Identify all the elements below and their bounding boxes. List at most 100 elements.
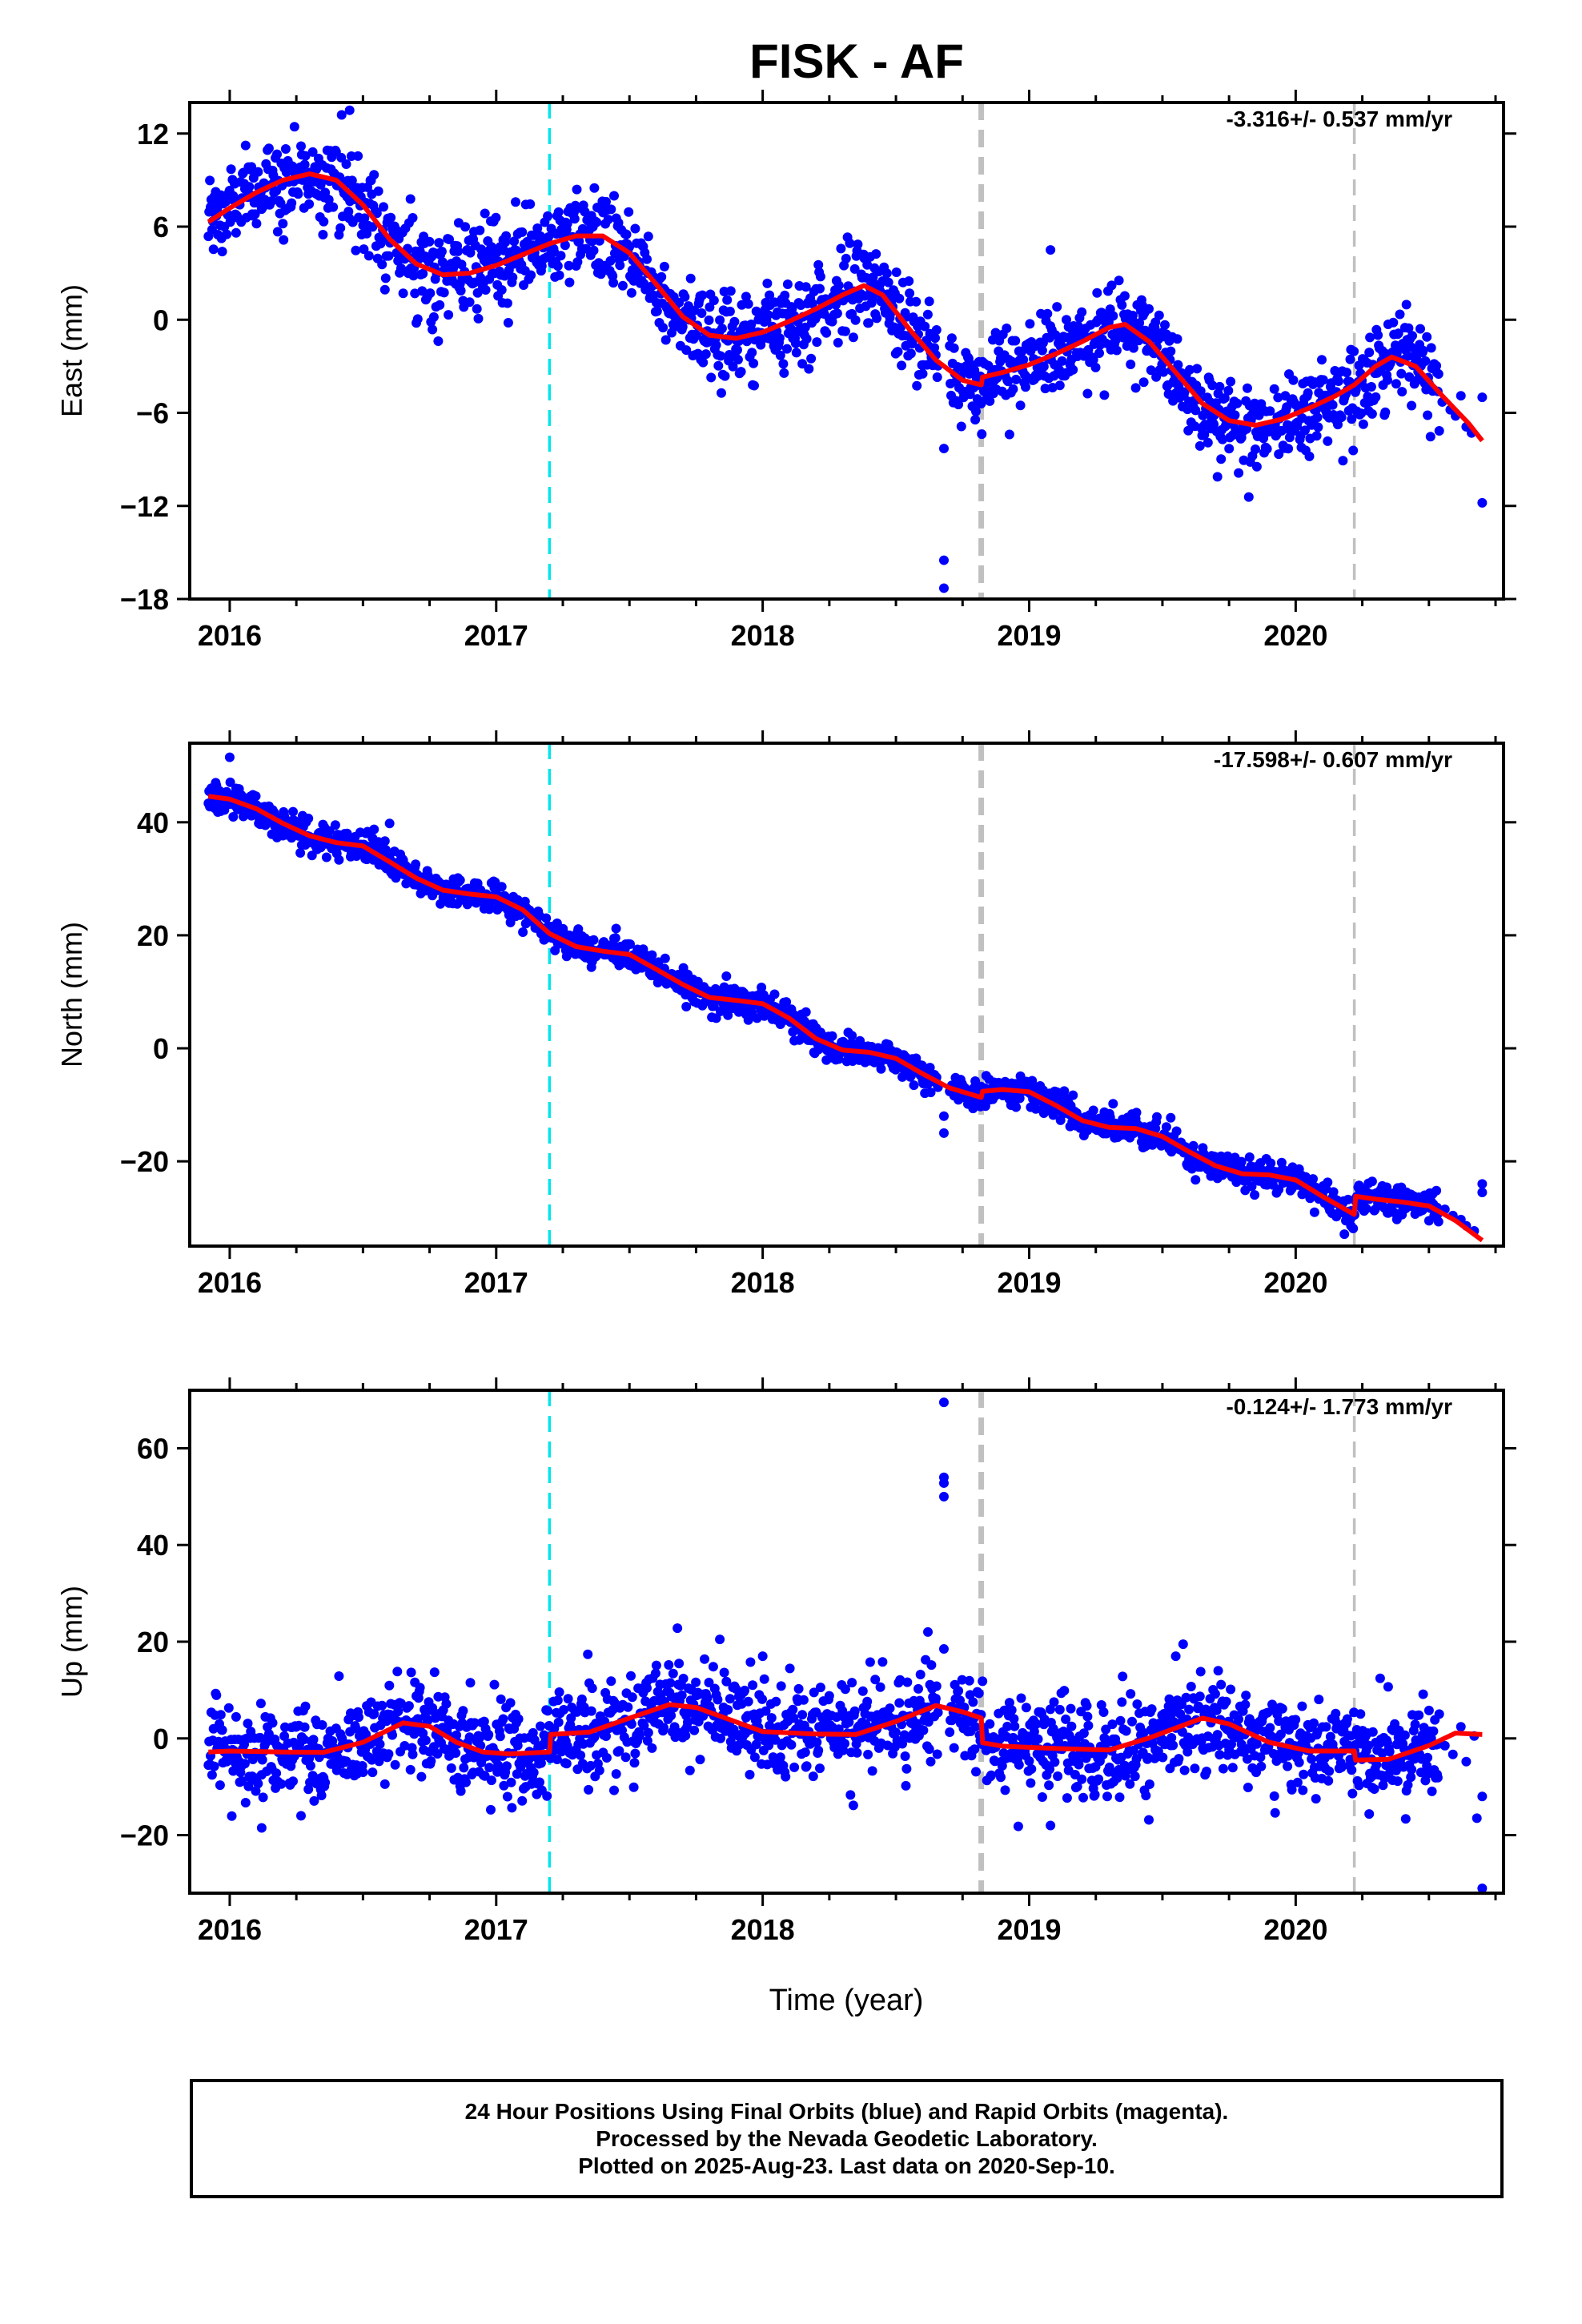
data-point: [272, 149, 282, 159]
data-point: [276, 1779, 287, 1789]
data-point: [1382, 1182, 1392, 1192]
data-point: [1283, 444, 1294, 454]
data-point: [949, 343, 959, 353]
data-point: [1146, 365, 1156, 376]
data-point: [801, 334, 812, 344]
data-point: [411, 859, 421, 870]
data-point: [244, 182, 255, 192]
x-tick-label: 2016: [198, 1266, 262, 1299]
data-point: [864, 318, 873, 328]
data-point: [251, 1786, 261, 1796]
data-point: [911, 296, 921, 307]
data-point: [629, 1758, 640, 1768]
data-point: [932, 372, 942, 382]
data-point: [1195, 386, 1206, 396]
data-point: [660, 953, 670, 963]
data-point: [1112, 1773, 1122, 1783]
data-point: [344, 105, 355, 115]
data-point: [439, 287, 449, 298]
data-point: [740, 1685, 750, 1695]
data-point: [1002, 324, 1012, 333]
data-point: [594, 1765, 604, 1775]
data-point: [592, 217, 602, 227]
data-point: [1094, 348, 1104, 358]
data-point: [1046, 1704, 1055, 1715]
data-point: [480, 208, 490, 219]
data-point: [848, 1800, 858, 1811]
data-point: [543, 211, 553, 221]
data-point: [528, 1727, 538, 1738]
data-point: [698, 357, 709, 368]
data-point: [938, 555, 949, 565]
data-point: [1203, 437, 1213, 448]
data-point: [918, 1725, 929, 1735]
data-point: [484, 1763, 495, 1773]
data-point: [1008, 384, 1018, 394]
data-point: [1013, 1821, 1023, 1831]
data-point: [224, 752, 235, 762]
data-point: [1044, 1780, 1054, 1791]
data-point: [499, 1780, 509, 1791]
data-point: [1291, 1715, 1301, 1725]
data-point: [1025, 319, 1035, 329]
data-point: [1234, 1714, 1244, 1724]
data-point: [275, 198, 286, 208]
data-point: [279, 235, 289, 245]
rate-label: -3.316+/- 0.537 mm/yr: [1226, 107, 1452, 131]
data-point: [681, 1002, 692, 1011]
data-point: [526, 270, 536, 280]
data-point: [572, 257, 583, 267]
data-point: [1216, 1679, 1227, 1690]
data-point: [901, 1780, 911, 1791]
data-point: [377, 1700, 387, 1711]
data-point: [455, 875, 465, 886]
data-point: [611, 923, 621, 934]
data-point: [1212, 472, 1223, 482]
data-point: [965, 1690, 975, 1700]
data-point: [674, 1659, 685, 1669]
data-point: [1407, 331, 1417, 341]
data-point: [721, 971, 732, 981]
x-tick-label: 2019: [997, 619, 1061, 652]
data-point: [615, 260, 625, 271]
data-point: [1146, 1704, 1157, 1715]
data-point: [517, 227, 528, 237]
data-point: [375, 1739, 385, 1749]
data-point: [594, 235, 604, 246]
data-point: [876, 1063, 886, 1074]
data-point: [1151, 372, 1162, 382]
data-point: [1425, 432, 1435, 442]
data-point: [986, 1770, 997, 1780]
data-point: [709, 296, 719, 306]
data-point: [668, 1668, 678, 1679]
data-point: [1342, 368, 1351, 378]
data-point: [717, 324, 727, 334]
data-point: [1049, 1697, 1059, 1707]
data-point: [651, 1660, 661, 1671]
data-point: [358, 1767, 368, 1777]
data-point: [501, 231, 512, 241]
data-point: [1364, 348, 1375, 358]
data-point: [1115, 1715, 1126, 1726]
data-point: [681, 345, 692, 356]
data-point: [240, 140, 251, 151]
data-point: [1277, 1703, 1287, 1714]
data-point: [239, 1759, 250, 1769]
data-point: [456, 1786, 466, 1796]
data-point: [1215, 381, 1225, 392]
data-point: [968, 1104, 978, 1114]
data-point: [913, 1683, 923, 1694]
data-point: [1029, 1727, 1039, 1737]
data-point: [566, 1713, 576, 1723]
data-point: [1158, 1752, 1168, 1763]
data-point: [380, 845, 391, 855]
data-point: [611, 1769, 621, 1779]
data-point: [1108, 311, 1118, 321]
data-point: [974, 1688, 984, 1699]
data-point: [1088, 355, 1098, 365]
data-point: [924, 1744, 934, 1755]
data-point: [1160, 320, 1170, 330]
data-point: [1119, 291, 1130, 301]
data-point: [1477, 392, 1488, 403]
data-point: [723, 1705, 733, 1715]
